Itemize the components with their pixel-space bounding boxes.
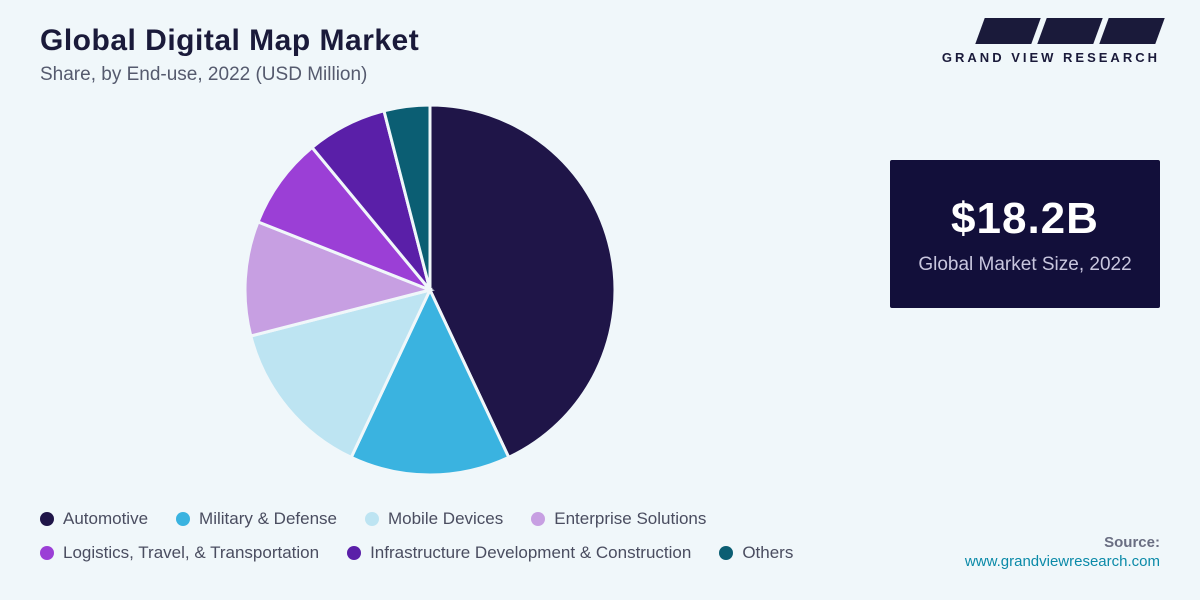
legend-swatch-icon (365, 512, 379, 526)
legend-swatch-icon (531, 512, 545, 526)
chart-title: Global Digital Map Market (40, 24, 419, 58)
source-link: www.grandviewresearch.com (965, 553, 1160, 570)
legend-item: Logistics, Travel, & Transportation (40, 536, 319, 570)
legend-row: Logistics, Travel, & Transportation Infra… (40, 536, 840, 570)
legend-item: Military & Defense (176, 502, 337, 536)
legend-item: Mobile Devices (365, 502, 503, 536)
legend-label: Others (742, 536, 793, 570)
legend-swatch-icon (40, 546, 54, 560)
market-size-value: $18.2B (910, 194, 1140, 244)
legend-item: Others (719, 536, 793, 570)
legend-label: Automotive (63, 502, 148, 536)
legend-label: Logistics, Travel, & Transportation (63, 536, 319, 570)
legend-item: Infrastructure Development & Constructio… (347, 536, 691, 570)
legend-label: Mobile Devices (388, 502, 503, 536)
legend-swatch-icon (176, 512, 190, 526)
logo-bars-icon (942, 18, 1160, 44)
source-block: Source: www.grandviewresearch.com (965, 534, 1160, 570)
chart-header: Global Digital Map Market Share, by End-… (40, 24, 419, 86)
legend-swatch-icon (347, 546, 361, 560)
logo-text: GRAND VIEW RESEARCH (942, 50, 1160, 65)
chart-legend: Automotive Military & Defense Mobile Devic… (40, 502, 840, 570)
legend-label: Military & Defense (199, 502, 337, 536)
legend-swatch-icon (719, 546, 733, 560)
legend-item: Automotive (40, 502, 148, 536)
pie-chart (240, 100, 620, 480)
legend-swatch-icon (40, 512, 54, 526)
legend-label: Infrastructure Development & Constructio… (370, 536, 691, 570)
brand-logo: GRAND VIEW RESEARCH (942, 18, 1160, 65)
source-label: Source: (965, 534, 1160, 551)
market-size-caption: Global Market Size, 2022 (910, 252, 1140, 278)
market-size-callout: $18.2B Global Market Size, 2022 (890, 160, 1160, 308)
legend-label: Enterprise Solutions (554, 502, 706, 536)
chart-subtitle: Share, by End-use, 2022 (USD Million) (40, 64, 419, 86)
legend-item: Enterprise Solutions (531, 502, 706, 536)
legend-row: Automotive Military & Defense Mobile Devic… (40, 502, 840, 536)
